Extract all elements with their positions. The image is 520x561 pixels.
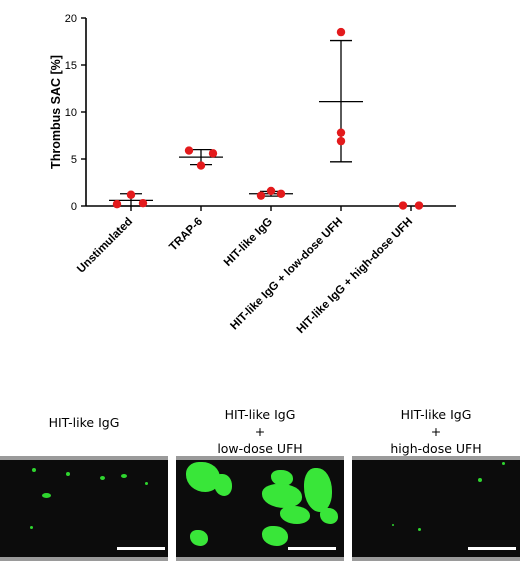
data-point bbox=[256, 191, 266, 200]
caption-line: low-dose UFH bbox=[217, 441, 303, 456]
data-points bbox=[112, 27, 424, 210]
x-tick-label: HIT-like IgG + high-dose UFH bbox=[295, 216, 415, 336]
platelet-speck bbox=[42, 493, 51, 498]
data-point bbox=[414, 201, 424, 210]
platelet-speck bbox=[418, 528, 421, 531]
platelet-speck bbox=[121, 474, 127, 478]
thrombus-sac-chart: Thrombus SAC [%] 0 5 10 15 20 Unstimulated TR… bbox=[49, 13, 456, 336]
microscopy-panel-3 bbox=[352, 456, 520, 561]
microscopy-panel-2 bbox=[176, 456, 344, 561]
microscopy-panel-1 bbox=[0, 456, 168, 561]
x-tick-label: HIT-like IgG + low-dose UFH bbox=[228, 216, 345, 333]
y-tick-label: 10 bbox=[65, 107, 77, 119]
data-point bbox=[276, 189, 286, 198]
thrombus-aggregate bbox=[214, 474, 232, 496]
caption-line: high-dose UFH bbox=[390, 441, 482, 456]
thrombus-aggregate bbox=[304, 468, 332, 512]
caption-panel-3: HIT-like IgG + high-dose UFH bbox=[352, 406, 520, 457]
platelet-speck bbox=[478, 478, 482, 482]
x-tick-label: Unstimulated bbox=[75, 216, 135, 276]
thrombus-aggregate bbox=[280, 506, 310, 524]
scale-bar bbox=[117, 547, 165, 550]
axes bbox=[85, 18, 456, 207]
thrombus-aggregate bbox=[262, 484, 302, 508]
y-tick-label: 20 bbox=[65, 13, 77, 25]
caption-panel-1: HIT-like IgG bbox=[0, 414, 168, 431]
thrombus-aggregate bbox=[262, 526, 288, 546]
thrombus-aggregate bbox=[190, 530, 208, 546]
caption-line: HIT-like IgG bbox=[224, 407, 296, 422]
thrombus-aggregate bbox=[271, 470, 293, 486]
y-ticks: 0 5 10 15 20 bbox=[65, 13, 86, 213]
platelet-speck bbox=[66, 472, 70, 476]
platelet-speck bbox=[145, 482, 148, 485]
platelet-speck bbox=[32, 468, 36, 472]
caption-line: + bbox=[430, 424, 442, 439]
data-point bbox=[336, 27, 346, 37]
y-tick-label: 0 bbox=[71, 201, 77, 213]
platelet-speck bbox=[502, 462, 505, 465]
data-point bbox=[398, 201, 408, 210]
data-point bbox=[336, 128, 346, 137]
data-point bbox=[112, 199, 122, 209]
data-point bbox=[336, 136, 346, 146]
platelet-speck bbox=[30, 526, 33, 529]
caption-line: HIT-like IgG bbox=[400, 407, 472, 422]
data-point bbox=[266, 186, 276, 196]
scale-bar bbox=[468, 547, 516, 550]
data-point bbox=[196, 161, 206, 170]
y-tick-label: 5 bbox=[71, 154, 77, 166]
data-point bbox=[208, 149, 218, 158]
caption-line: + bbox=[254, 424, 266, 439]
y-tick-label: 15 bbox=[65, 60, 77, 72]
thrombus-aggregate bbox=[320, 508, 338, 524]
caption-panel-2: HIT-like IgG + low-dose UFH bbox=[176, 406, 344, 457]
data-point bbox=[126, 190, 136, 199]
platelet-speck bbox=[100, 476, 105, 480]
caption-line: HIT-like IgG bbox=[48, 415, 120, 430]
x-tick-label: HIT-like IgG bbox=[222, 216, 275, 269]
x-tick-label: TRAP-6 bbox=[167, 216, 205, 254]
scale-bar bbox=[288, 547, 336, 550]
data-point bbox=[138, 198, 148, 208]
y-axis-label: Thrombus SAC [%] bbox=[49, 55, 63, 169]
data-point bbox=[184, 146, 194, 155]
error-bars bbox=[109, 39, 363, 207]
platelet-speck bbox=[392, 524, 394, 526]
